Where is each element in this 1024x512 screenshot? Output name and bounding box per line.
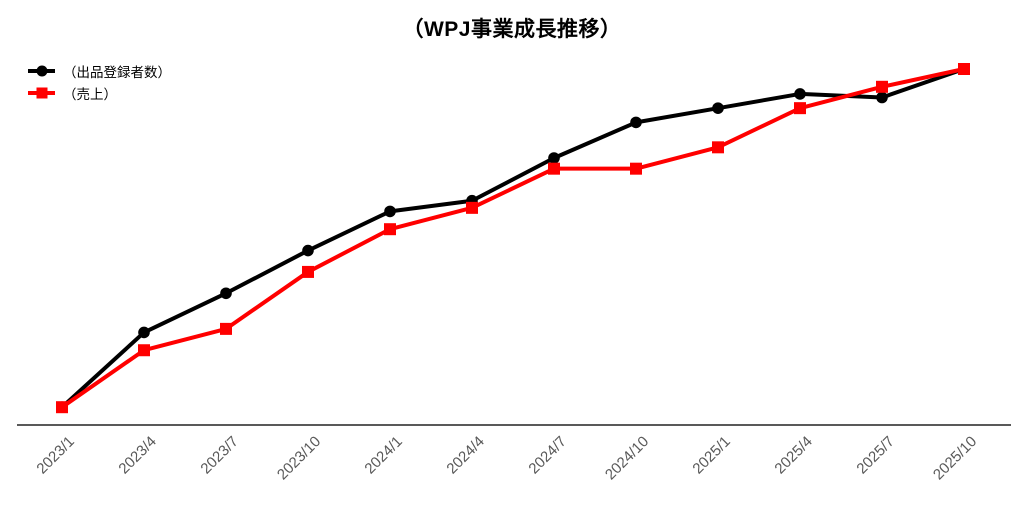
legend-item-sales: （売上） [28,84,171,102]
data-point [876,80,888,93]
data-point [712,102,724,114]
series-line-1 [60,67,966,410]
legend-line-sample [28,65,55,76]
data-point [958,63,970,75]
data-point [302,244,314,257]
circle-marker-icon [36,65,47,76]
legend-item-registrants: （出品登録者数） [28,62,171,80]
data-point [220,322,232,335]
data-point [466,201,478,214]
chart-title: （WPJ事業成長推移） [402,18,622,41]
data-point [384,205,396,218]
data-point [876,91,888,104]
data-point [138,326,150,339]
data-point [630,116,642,129]
legend-label-registrants: （出品登録者数） [63,64,171,80]
data-point [548,162,560,175]
data-point [56,401,68,414]
data-point [794,88,806,100]
legend: （出品登録者数） （売上） [28,62,171,102]
data-point [548,152,560,164]
data-point [302,265,314,278]
data-point [138,344,150,357]
legend-label-sales: （売上） [63,86,117,102]
series-line-0 [60,67,966,410]
data-point [384,223,396,236]
data-point [712,141,724,154]
data-point [220,287,232,300]
data-point [794,102,806,115]
legend-line-sample [28,87,55,98]
data-point [630,162,642,175]
square-marker-icon [36,87,47,98]
